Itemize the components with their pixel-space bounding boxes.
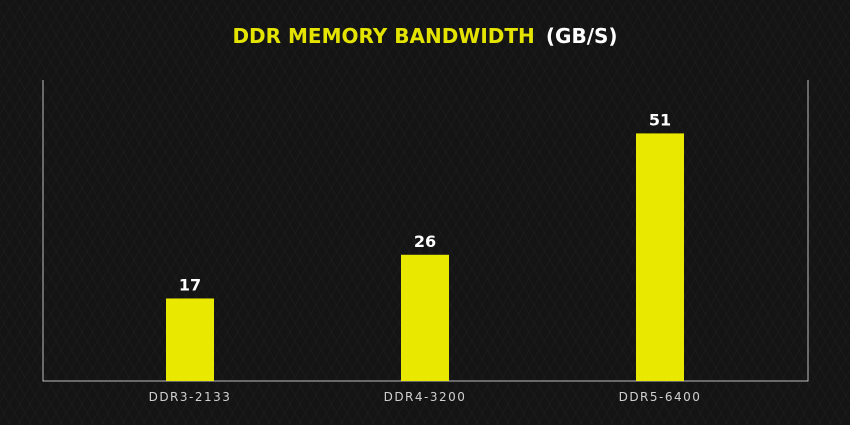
chart-title-main: DDR MEMORY BANDWIDTH (232, 24, 534, 48)
x-tick-label-ddr5-6400: DDR5-6400 (619, 390, 702, 404)
x-tick-label-ddr3-2133: DDR3-2133 (149, 390, 232, 404)
data-label-ddr3-2133: 17 (179, 275, 201, 294)
bar-ddr3-2133 (166, 298, 214, 381)
chart-title: DDR MEMORY BANDWIDTH (GB/S) (232, 24, 617, 48)
x-tick-label-ddr4-3200: DDR4-3200 (384, 390, 467, 404)
data-label-ddr5-6400: 51 (649, 110, 671, 129)
x-tick-labels-group: DDR3-2133 DDR4-3200 DDR5-6400 (149, 390, 702, 404)
bar-ddr5-6400 (636, 133, 684, 381)
bars-group (166, 133, 684, 381)
data-labels-group: 17 26 51 (179, 110, 671, 294)
bar-ddr4-3200 (401, 254, 449, 381)
chart-title-unit: (GB/S) (546, 24, 618, 48)
data-label-ddr4-3200: 26 (414, 232, 436, 251)
